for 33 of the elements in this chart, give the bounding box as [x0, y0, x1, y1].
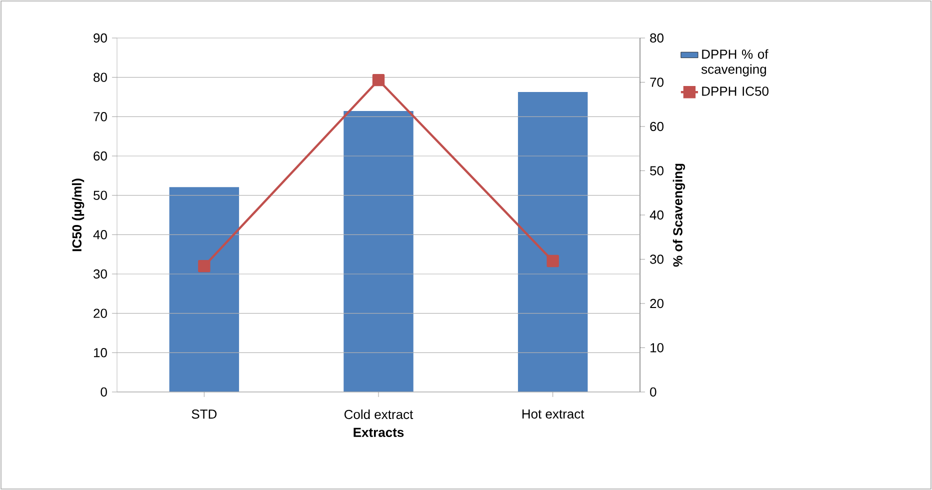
x-axis-title: Extracts — [354, 428, 404, 437]
x-tick-label: Hot extract — [522, 410, 584, 419]
y-tick-label: 90 — [94, 33, 107, 43]
y-tick-label: 0 — [100, 387, 107, 397]
bar — [169, 187, 240, 392]
point — [546, 254, 559, 268]
y-tick-label: 40 — [93, 230, 107, 240]
y-tick-label: 20 — [94, 308, 107, 318]
legend-label: DPPH IC50 — [702, 86, 768, 96]
x-tick-label: Cold extract — [344, 410, 414, 420]
bar — [518, 92, 588, 392]
y-tick-label: 80 — [94, 72, 107, 82]
y2-tick-label: 20 — [650, 298, 664, 308]
y2-tick-label: 0 — [650, 387, 656, 397]
y-tick-label: 70 — [94, 112, 107, 122]
y2-tick-label: 10 — [650, 343, 664, 352]
y2-tick-label: 70 — [650, 78, 664, 87]
y2-tick-label: 30 — [650, 254, 664, 264]
point — [198, 260, 210, 272]
bar — [344, 111, 414, 392]
point — [372, 74, 385, 86]
y-tick-label: 60 — [94, 151, 107, 161]
y-tick-label: 30 — [94, 269, 107, 279]
y2-tick-label: 80 — [650, 33, 664, 43]
y2-tick-label: 60 — [650, 122, 664, 132]
y2-tick-label: 50 — [650, 166, 664, 176]
y-tick-label: 50 — [94, 190, 107, 200]
y-tick-label: 10 — [94, 348, 107, 358]
legend-label: DPPH % of scavenging — [701, 49, 768, 76]
y-axis-title: IC50 (µg/ml) — [72, 178, 84, 252]
y2-axis-title: % of Scavenging — [672, 164, 686, 267]
x-tick-label: STD — [192, 410, 217, 419]
y2-tick-label: 40 — [650, 210, 664, 220]
